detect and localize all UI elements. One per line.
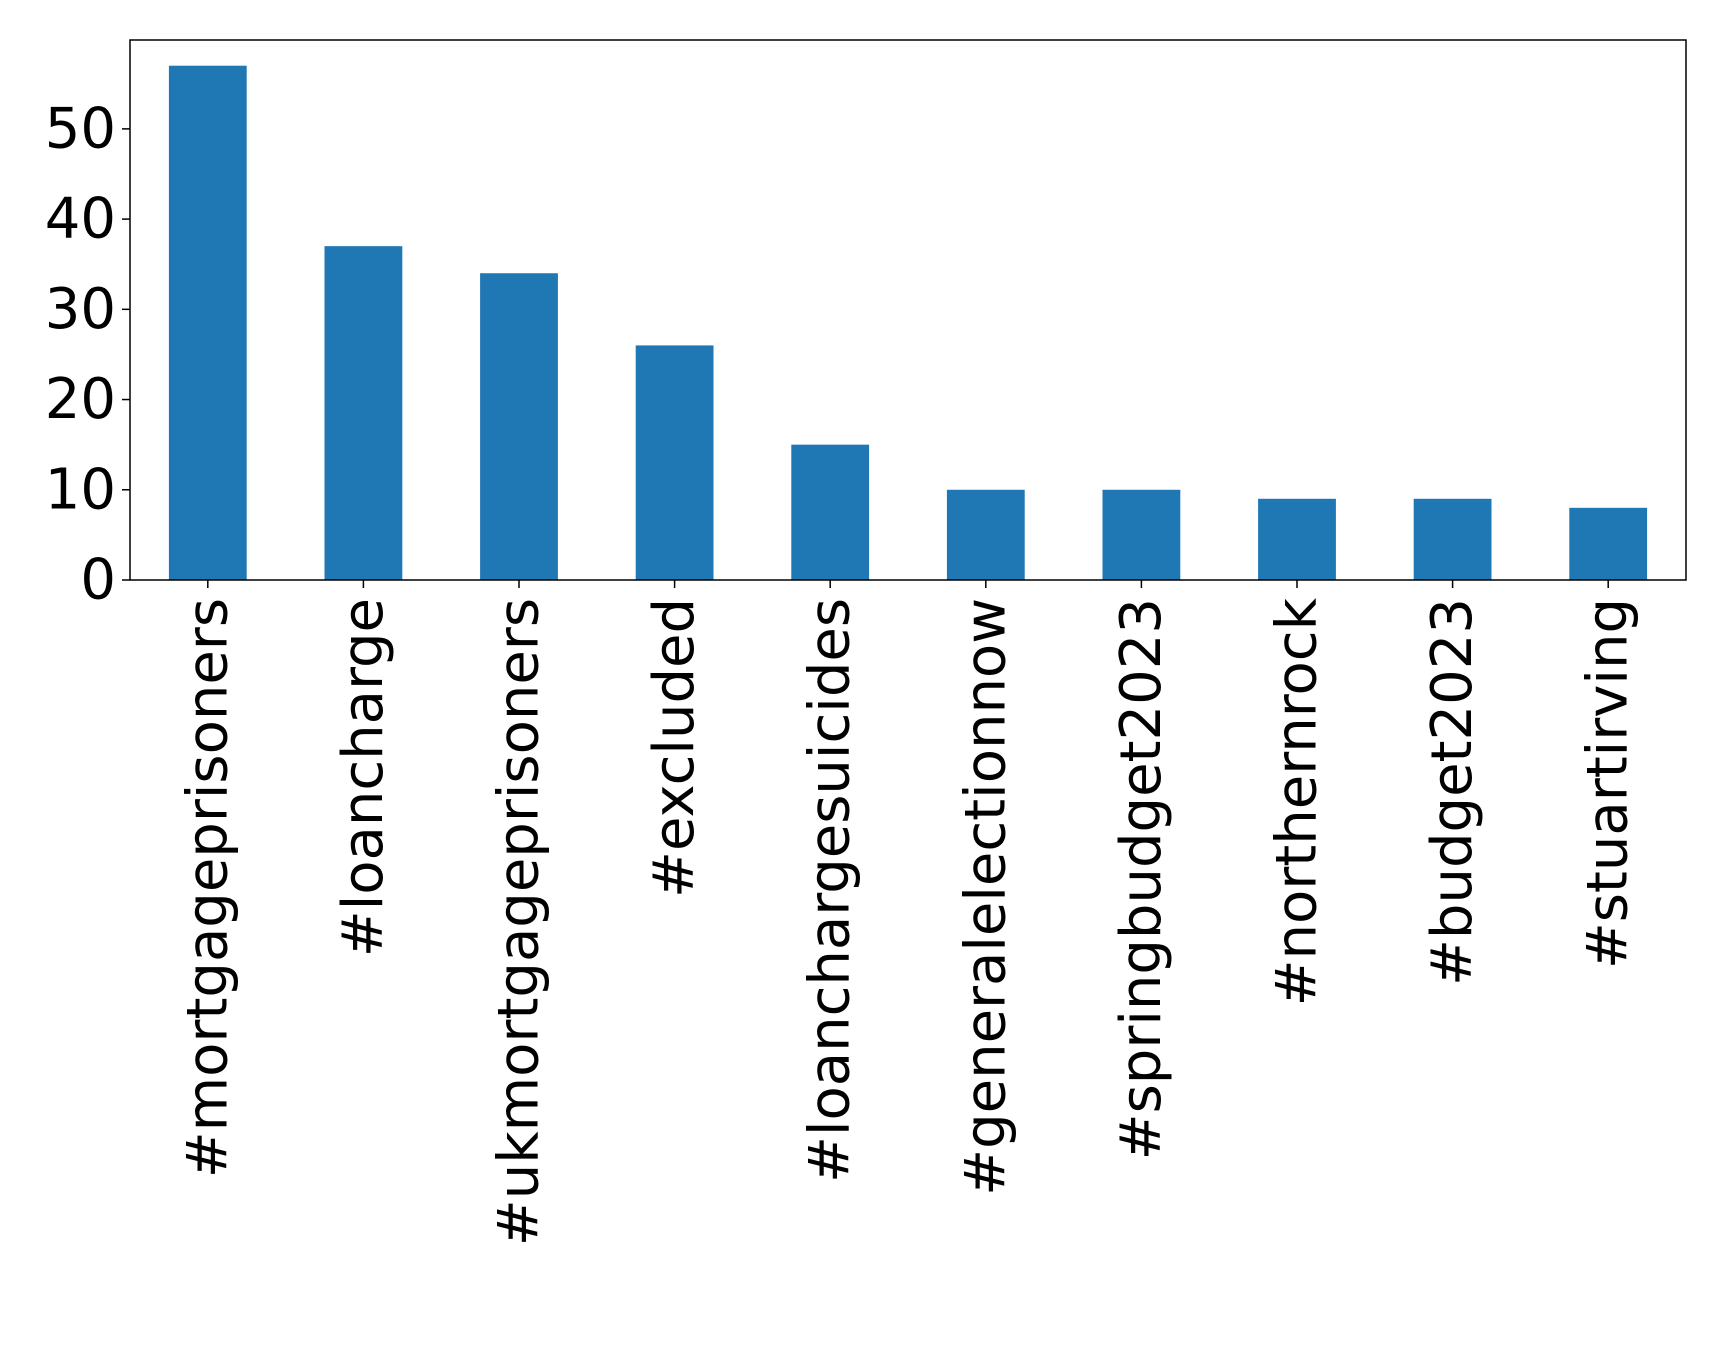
bars-group [168, 65, 1648, 581]
y-tick-label: 40 [45, 187, 116, 252]
x-tick-label: #springbudget2023 [1109, 598, 1174, 1160]
x-axis: #mortgageprisoners #loancharge #ukmortgage… [175, 580, 1641, 1246]
x-tick-label: #stuartirving [1576, 598, 1641, 969]
bar [324, 246, 403, 581]
y-tick-label: 20 [45, 367, 116, 432]
bar [168, 65, 247, 580]
bar [946, 489, 1025, 580]
y-axis: 0 10 20 30 40 50 [45, 96, 130, 613]
y-tick-label: 0 [80, 548, 116, 613]
bar [1569, 507, 1648, 580]
x-tick-label: #loancharge [331, 598, 396, 957]
x-tick-label: #ukmortgageprisoners [487, 598, 552, 1246]
y-tick-label: 50 [45, 96, 116, 161]
y-tick-label: 30 [45, 277, 116, 342]
x-tick-label: #northernrock [1265, 597, 1330, 1006]
bar [1258, 498, 1336, 580]
bar [480, 273, 558, 580]
x-tick-label: #budget2023 [1420, 598, 1485, 986]
bar [791, 444, 870, 580]
y-tick-label: 10 [45, 457, 116, 522]
bar [1413, 498, 1492, 580]
bar [1102, 489, 1181, 580]
x-tick-label: #loanchargesuicides [798, 598, 863, 1183]
x-tick-label: #generalelectionnow [953, 598, 1018, 1196]
bar [635, 345, 714, 580]
x-tick-label: #excluded [642, 598, 707, 898]
x-tick-label: #mortgageprisoners [175, 598, 240, 1178]
